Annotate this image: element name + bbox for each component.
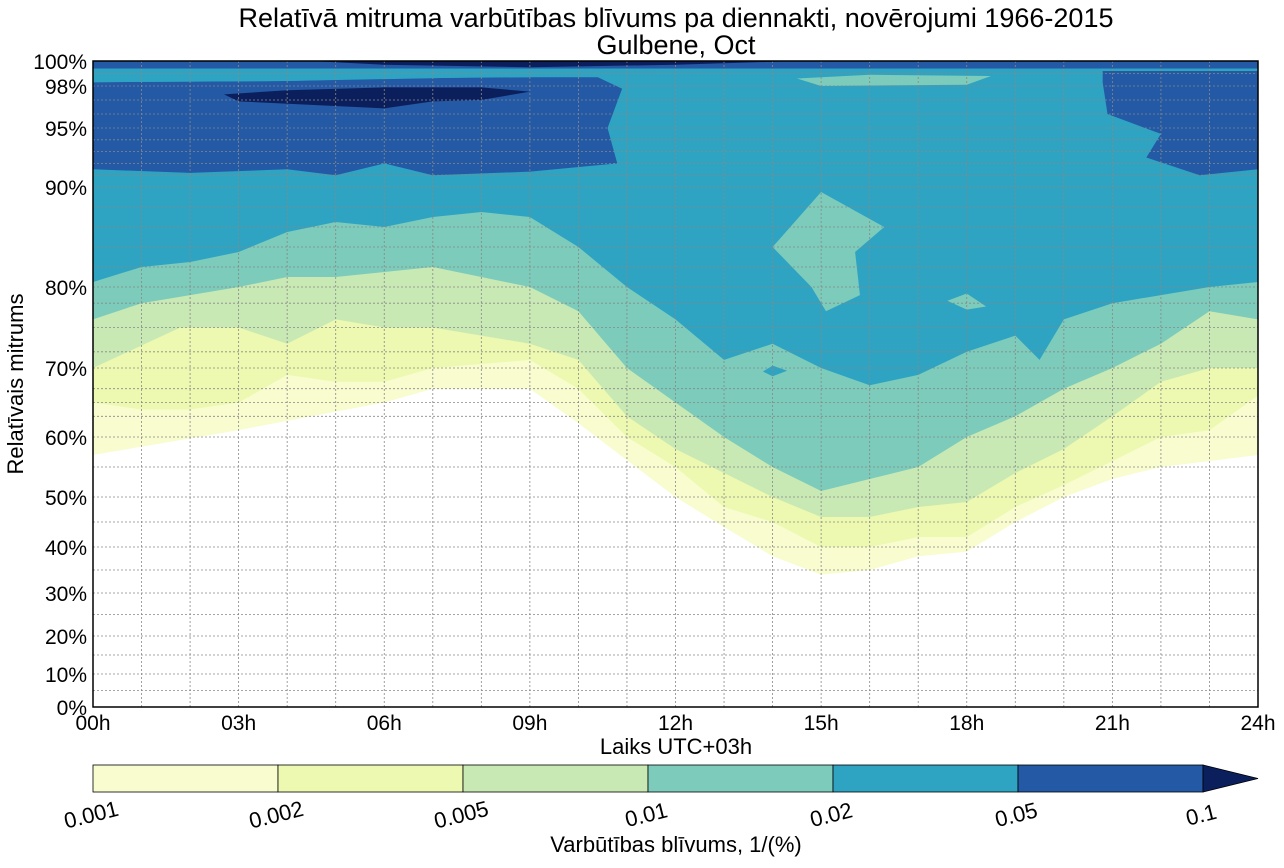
y-tick-label: 95% [45,118,87,141]
colorbar-extend-arrow [1202,764,1259,793]
x-tick-label: 09h [512,712,547,735]
x-tick-label: 06h [367,712,402,735]
x-tick-label: 03h [221,712,256,735]
colorbar-segment-0.001 [92,764,279,793]
colorbar-tick-label: 0.01 [622,797,670,832]
x-tick-label: 18h [949,712,984,735]
y-tick-label: 60% [45,427,87,450]
x-tick-label: 12h [658,712,693,735]
x-tick-label: 00h [75,712,110,735]
contour-region-0.05 [1102,71,1258,176]
y-ticks: 100%98% 95% 90% 80% 70% 60% 50% 40% 30% 20% 10% 0% [33,51,87,720]
colorbar-segment-0.02 [832,764,1019,793]
y-tick-label: 70% [45,358,87,381]
y-tick-label: 50% [45,487,87,510]
x-tick-label: 24h [1240,712,1275,735]
y-tick-label: 0% [57,697,87,720]
contour-region-0.05 [93,77,623,176]
contour-region-0.01 [772,192,885,312]
chart-title: Relatīvā mitruma varbūtības blīvums pa d… [239,3,1114,33]
y-tick-label: 100% [33,51,87,74]
colorbar: 0.001 0.002 0.005 0.01 0.02 0.05 0.1 [61,764,1259,834]
x-tick-label: 15h [804,712,839,735]
colorbar-segment-0.005 [462,764,649,793]
y-tick-label: 10% [45,664,87,687]
y-tick-label: 80% [45,277,87,300]
chart-subtitle: Gulbene, Oct [596,30,756,60]
y-tick-label: 20% [45,626,87,649]
colorbar-tick-label: 0.02 [807,797,855,832]
y-tick-label: 98% [45,76,87,99]
plot-frame [92,60,1259,708]
colorbar-segment-0.05 [1017,764,1204,793]
colorbar-tick-label: 0.005 [431,796,490,834]
contour-region-0.1 [224,87,530,109]
y-axis-label: Relatīvais mitrums [3,294,28,475]
contour-region-0.02 [762,365,788,377]
colorbar-tick-label: 0.001 [61,796,120,834]
colorbar-segment-0.002 [277,764,464,793]
y-tick-label: 90% [45,177,87,200]
colorbar-segment-0.01 [647,764,834,793]
y-tick-label: 30% [45,583,87,606]
x-tick-label: 21h [1095,712,1130,735]
colorbar-label: Varbūtības blīvums, 1/(%) [550,832,801,857]
y-tick-label: 40% [45,537,87,560]
x-axis-label: Laiks UTC+03h [600,734,752,759]
colorbar-tick-label: 0.05 [992,797,1040,832]
contour-region-0.02 [93,68,530,83]
x-ticks: 00h 03h 06h 09h 12h 15h 18h 21h 24h [75,712,1275,735]
contour-region-0.01 [796,74,992,86]
colorbar-tick-label: 0.1 [1183,799,1219,831]
colorbar-tick-label: 0.002 [246,796,305,834]
